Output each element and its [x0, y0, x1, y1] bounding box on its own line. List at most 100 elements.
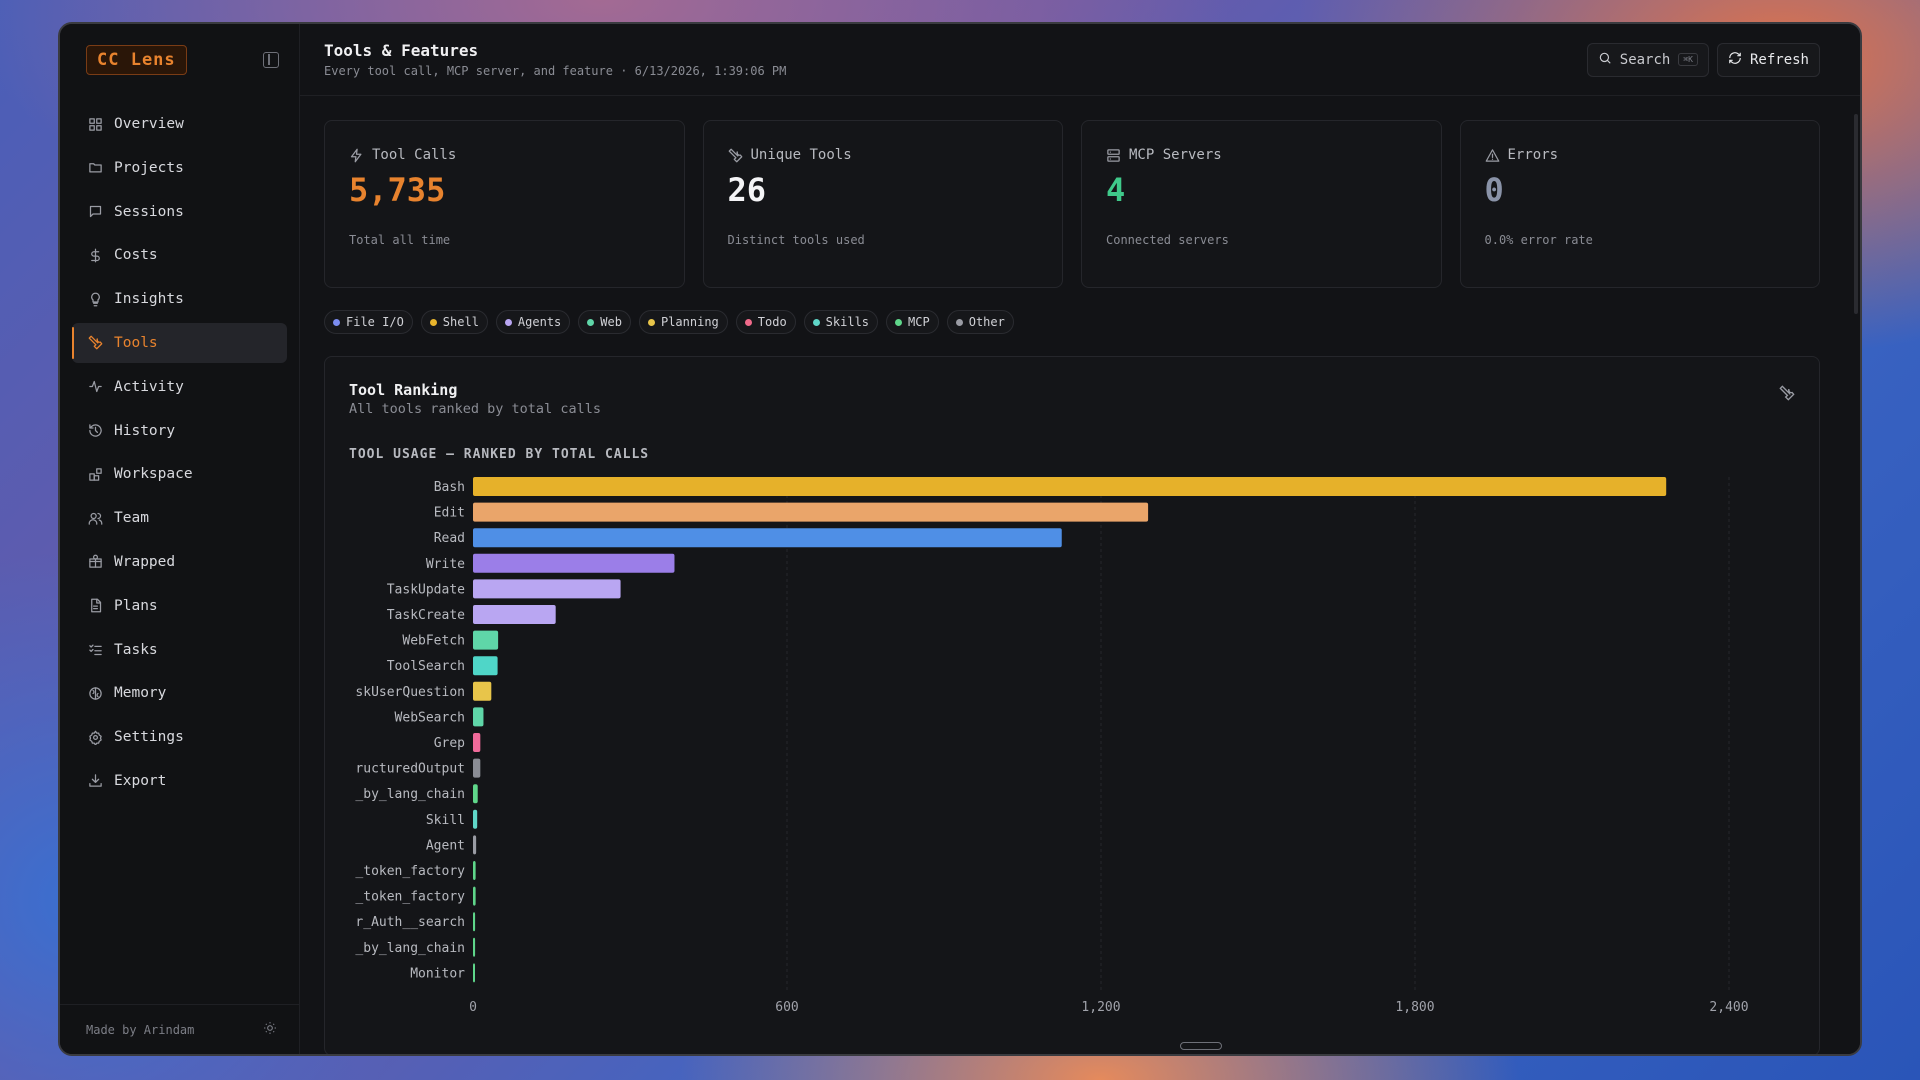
x-tick-label: 2,400	[1709, 1000, 1748, 1015]
sidebar-item-projects[interactable]: Projects	[72, 148, 287, 188]
sidebar-item-plans[interactable]: Plans	[72, 586, 287, 626]
sidebar-item-label: Overview	[114, 116, 184, 132]
category-dot	[333, 318, 340, 326]
category-chip[interactable]: Agents	[495, 310, 571, 334]
gear-icon	[86, 728, 104, 746]
brain-icon	[86, 684, 104, 702]
sidebar-item-settings[interactable]: Settings	[72, 717, 287, 757]
stat-card: MCP Servers 4 Connected servers	[1081, 120, 1442, 288]
bar[interactable]	[473, 502, 1149, 522]
panel-subtitle: All tools ranked by total calls	[349, 401, 601, 417]
dollar-icon	[86, 246, 104, 264]
sidebar-item-label: Team	[114, 510, 149, 527]
sidebar-item-memory[interactable]: Memory	[72, 673, 287, 713]
scroll-handle[interactable]	[1180, 1042, 1222, 1050]
y-category-label: _by_lang_chain	[355, 941, 465, 956]
bar[interactable]	[473, 733, 481, 752]
bar[interactable]	[473, 477, 1667, 496]
category-dot	[744, 318, 752, 326]
sidebar-item-costs[interactable]: Costs	[72, 235, 287, 275]
bar[interactable]	[473, 937, 476, 957]
sidebar-footer: Made by Arindam	[60, 1004, 299, 1054]
wrench-icon	[1779, 385, 1795, 405]
sidebar-item-label: Costs	[114, 247, 158, 264]
bar[interactable]	[473, 809, 478, 829]
sidebar-item-activity[interactable]: Activity	[72, 367, 287, 407]
lightbulb-icon	[86, 290, 104, 308]
sidebar-item-label: History	[114, 422, 176, 439]
bar[interactable]	[473, 912, 476, 932]
x-tick-label: 1,200	[1081, 1000, 1120, 1015]
topbar: Tools & Features Every tool call, MCP se…	[300, 24, 1860, 96]
category-dot	[812, 318, 820, 326]
stat-card: Errors 0 0.0% error rate	[1459, 120, 1820, 288]
sidebar-item-team[interactable]: Team	[72, 498, 287, 538]
y-category-label: Bash	[434, 480, 465, 495]
category-chip[interactable]: MCP	[886, 310, 939, 334]
sidebar-item-insights[interactable]: Insights	[72, 279, 287, 319]
refresh-button[interactable]: Refresh	[1716, 42, 1820, 77]
sidebar-collapse-icon[interactable]	[263, 52, 279, 68]
y-category-label: Read	[434, 531, 465, 546]
card-label: Tool Calls	[372, 147, 457, 163]
bar[interactable]	[473, 681, 492, 701]
y-category-label: _by_lang_chain	[355, 787, 465, 802]
x-tick-label: 1,800	[1395, 1000, 1434, 1015]
bar[interactable]	[473, 886, 476, 906]
card-subtext: 0.0% error rate	[1484, 233, 1593, 247]
sidebar-item-export[interactable]: Export	[72, 761, 287, 801]
bar[interactable]	[473, 656, 498, 676]
bar[interactable]	[473, 707, 484, 727]
sidebar-item-overview[interactable]: Overview	[72, 104, 287, 144]
category-dot	[647, 318, 655, 326]
category-label: Agents	[517, 315, 562, 329]
checklist-icon	[86, 641, 104, 659]
pulse-icon	[86, 378, 104, 396]
page-title: Tools & Features	[324, 41, 479, 60]
bar[interactable]	[473, 963, 475, 983]
app-window: CC Lens Overview Projects Sessions Costs Ins…	[58, 22, 1862, 1056]
sidebar-item-tasks[interactable]: Tasks	[72, 630, 287, 670]
category-chip[interactable]: File I/O	[324, 310, 413, 334]
search-button[interactable]: Search ⌘K	[1586, 42, 1709, 77]
bar[interactable]	[473, 605, 556, 624]
bar[interactable]	[473, 630, 499, 650]
category-chip[interactable]: Skills	[803, 310, 879, 334]
category-chip[interactable]: Other	[946, 310, 1014, 334]
wrench-icon	[86, 334, 104, 352]
bar[interactable]	[473, 528, 1062, 548]
category-chip[interactable]: Todo	[735, 310, 796, 334]
category-chip[interactable]: Web	[578, 310, 631, 334]
bar[interactable]	[473, 861, 476, 880]
category-chip[interactable]: Planning	[638, 310, 728, 334]
bar[interactable]	[473, 835, 477, 855]
sidebar-item-workspace[interactable]: Workspace	[72, 454, 287, 494]
sidebar-item-label: Export	[114, 772, 167, 789]
bar[interactable]	[473, 553, 675, 573]
sidebar-item-tools[interactable]: Tools	[72, 322, 287, 363]
category-dot	[955, 318, 963, 326]
y-category-label: TaskUpdate	[387, 582, 465, 597]
theme-toggle-sun-icon[interactable]	[263, 1021, 277, 1038]
refresh-icon	[1728, 51, 1742, 69]
chart-title: TOOL USAGE — RANKED BY TOTAL CALLS	[349, 447, 650, 462]
bar[interactable]	[473, 579, 621, 599]
sidebar-item-sessions[interactable]: Sessions	[72, 192, 287, 232]
x-tick-label: 600	[775, 1000, 798, 1015]
category-chip[interactable]: Shell	[420, 310, 488, 334]
stat-card: Tool Calls 5,735 Total all time	[324, 120, 685, 288]
sidebar-item-history[interactable]: History	[72, 411, 287, 451]
sidebar: CC Lens Overview Projects Sessions Costs Ins…	[60, 24, 300, 1054]
y-category-label: WebSearch	[395, 710, 465, 725]
tool-usage-chart: 0 600 1,200 1,800 2,400 Bash Edit Read Write Task…	[355, 477, 1749, 1015]
category-label: MCP	[908, 315, 930, 329]
vertical-scrollbar[interactable]	[1854, 114, 1858, 314]
bar[interactable]	[473, 758, 481, 778]
sidebar-item-label: Sessions	[114, 203, 184, 220]
sidebar-item-wrapped[interactable]: Wrapped	[72, 542, 287, 582]
bar[interactable]	[473, 784, 478, 804]
search-shortcut: ⌘K	[1678, 53, 1698, 66]
sidebar-item-label: Tasks	[114, 641, 158, 658]
app-logo[interactable]: CC Lens	[86, 45, 187, 75]
category-label: Todo	[757, 315, 787, 329]
